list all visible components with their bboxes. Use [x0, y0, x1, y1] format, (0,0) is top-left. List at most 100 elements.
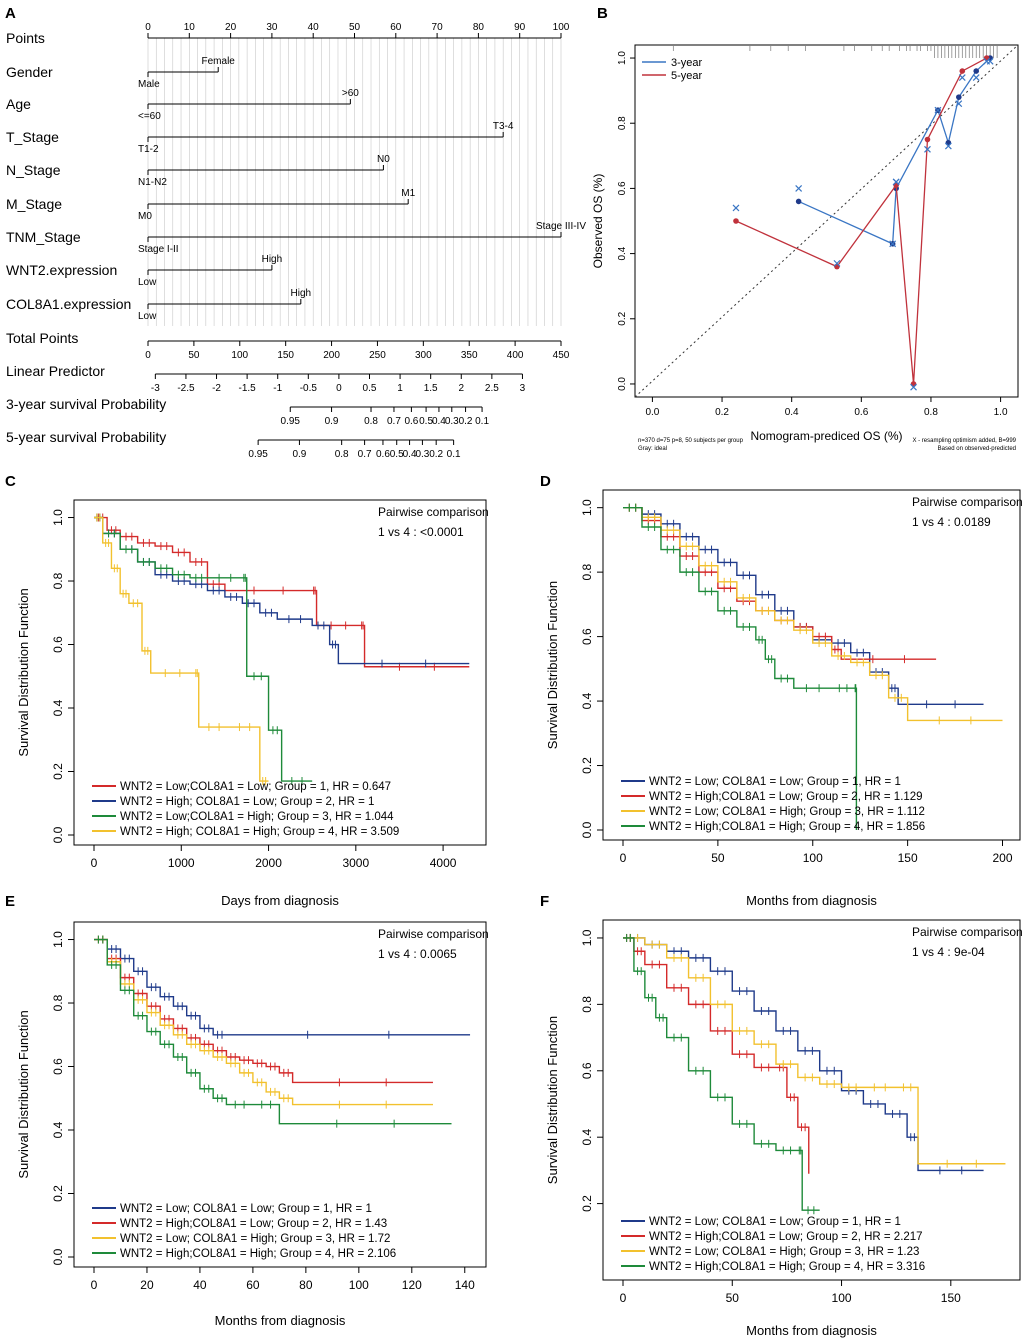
linear-predictor-tick-label: -0.5 [300, 383, 318, 394]
calibration-cross-marker [732, 204, 740, 212]
nomogram-level-low: M0 [138, 211, 152, 222]
calibration-point [795, 198, 802, 205]
km-curve-group-3 [94, 938, 433, 1106]
km-plot-frame [602, 489, 1021, 841]
calibration-panel: 0.0 0.2 0.4 0.6 0.8 1.0 0.0 0.2 0.4 0.6 0.8 1.0 Nomo… [591, 44, 1019, 452]
nomogram-level-low: Low [138, 311, 157, 322]
km-curve-group-4 [94, 938, 452, 1125]
km-plot-frame [602, 919, 1021, 1281]
survival-probability-tick-label: 0.4 [403, 449, 417, 460]
km-y-axis-label: Survival Distribution Function [545, 581, 560, 749]
nomogram-row-label-t-stage: T_Stage [6, 129, 59, 145]
calibration-legend-label: 3-year [671, 57, 703, 69]
km-x-tick-label: 0 [620, 851, 627, 865]
km-y-tick-label: 0.6 [51, 1058, 65, 1075]
survival-probability-tick-label: 0.8 [335, 449, 349, 460]
pairwise-comparison-title: Pairwise comparison [912, 495, 1023, 509]
total-points-tick-label: 250 [369, 350, 386, 361]
km-curve-group-1 [623, 937, 984, 1172]
km-curve-group-3 [623, 937, 1006, 1165]
pairwise-comparison-title: Pairwise comparison [378, 505, 489, 519]
total-points-tick-label: 450 [553, 350, 570, 361]
km-plot-frame [73, 921, 487, 1268]
km-curve-group-4 [623, 937, 820, 1211]
km-legend-label: WNT2 = High;COL8A1 = Low; Group = 2, HR … [120, 1218, 387, 1230]
km-y-tick-label: 0.8 [580, 996, 594, 1013]
km-x-tick-label: 80 [299, 1278, 313, 1292]
linear-predictor-tick-label: -2 [212, 383, 221, 394]
km-y-tick-label: 0.4 [51, 699, 65, 716]
km-y-tick-label: 1.0 [580, 499, 594, 516]
nomogram-row-label-survival-3yr: 3-year survival Probability [6, 396, 166, 412]
km-x-tick-label: 20 [140, 1278, 154, 1292]
nomogram-level-high: High [262, 254, 283, 265]
panel-label-b: B [597, 5, 608, 22]
survival-probability-tick-label: 0.7 [358, 449, 372, 460]
km-legend-label: WNT2 = Low; COL8A1 = High; Group = 3, HR… [649, 806, 925, 818]
calibration-point [956, 94, 962, 100]
km-legend-label: WNT2 = High; COL8A1 = High; Group = 4, H… [120, 826, 399, 838]
km-y-tick-label: 0.0 [51, 826, 65, 843]
pairwise-comparison-title: Pairwise comparison [378, 927, 489, 941]
pairwise-comparison-value: 1 vs 4 : 0.0065 [378, 947, 457, 961]
calibration-cross-marker [795, 184, 803, 192]
points-axis-tick-label: 90 [514, 22, 526, 33]
km-y-tick-label: 1.0 [51, 509, 65, 526]
nomogram-level-high: N0 [377, 154, 390, 165]
total-points-tick-label: 350 [461, 350, 478, 361]
calibration-point [924, 136, 931, 143]
nomogram-row-label-tnm-stage: TNM_Stage [6, 229, 81, 245]
km-y-tick-label: 1.0 [580, 929, 594, 946]
km-curve-group-2 [623, 937, 810, 1174]
calibration-x-tick-label: 0.8 [924, 407, 938, 418]
nomogram-level-low: Low [138, 277, 157, 288]
km-y-tick-label: 0.8 [51, 994, 65, 1011]
total-points-tick-label: 150 [277, 350, 294, 361]
linear-predictor-tick-label: -1 [273, 383, 282, 394]
survival-probability-tick-label: 0.5 [419, 416, 433, 427]
km-legend-label: WNT2 = High;COL8A1 = High; Group = 4, HR… [649, 821, 925, 833]
km-legend-label: WNT2 = High;COL8A1 = High; Group = 4, HR… [649, 1261, 925, 1273]
survival-probability-tick-label: 0.3 [415, 449, 429, 460]
km-x-tick-label: 40 [193, 1278, 207, 1292]
survival-probability-tick-label: 0.9 [325, 416, 339, 427]
survival-probability-tick-label: 0.1 [447, 449, 461, 460]
calibration-cross-marker [934, 106, 942, 114]
calibration-cross-marker [889, 240, 897, 248]
calibration-cross-marker [892, 178, 900, 186]
km-legend-label: WNT2 = High;COL8A1 = Low; Group = 2, HR … [649, 791, 923, 803]
km-x-tick-label: 100 [349, 1278, 369, 1292]
km-x-tick-label: 200 [992, 851, 1012, 865]
panel-label-f: F [540, 893, 549, 910]
calibration-x-axis-label: Nomogram-prediced OS (%) [750, 429, 902, 443]
calibration-x-tick-label: 0.4 [785, 407, 799, 418]
linear-predictor-tick-label: 0.5 [363, 383, 377, 394]
km-curve-group-4 [623, 506, 858, 830]
calibration-cross-marker [972, 74, 980, 82]
calibration-x-tick-label: 0.6 [854, 407, 868, 418]
nomogram-level-high: High [291, 288, 312, 299]
calibration-y-tick-label: 0.6 [617, 181, 628, 195]
nomogram-row-label-wnt2-expression: WNT2.expression [6, 262, 117, 278]
linear-predictor-tick-label: 2.5 [485, 383, 499, 394]
points-axis-tick-label: 70 [432, 22, 444, 33]
panel-label-d: D [540, 473, 551, 490]
km-curve-group-2 [94, 938, 433, 1084]
km-curve-group-2 [623, 506, 937, 660]
nomogram-row-label-m-stage: M_Stage [6, 196, 62, 212]
km-x-tick-label: 50 [711, 851, 725, 865]
calibration-cross-marker [983, 57, 991, 65]
km-curve-group-1 [94, 516, 470, 668]
points-axis-tick-label: 30 [266, 22, 278, 33]
km-legend-label: WNT2 = High;COL8A1 = Low; Group = 2, HR … [649, 1231, 923, 1243]
nomogram-row-label-points: Points [6, 30, 45, 46]
survival-probability-tick-label: 0.9 [292, 449, 306, 460]
linear-predictor-tick-label: 2 [458, 383, 464, 394]
km-y-tick-label: 0.4 [51, 1121, 65, 1138]
km-x-tick-label: 150 [941, 1291, 961, 1305]
km-y-tick-label: 0.6 [51, 636, 65, 653]
calibration-legend-label: 5-year [671, 70, 703, 82]
calibration-footnote-right: Based on observed-predicted [938, 446, 1016, 452]
calibration-point [733, 218, 739, 224]
